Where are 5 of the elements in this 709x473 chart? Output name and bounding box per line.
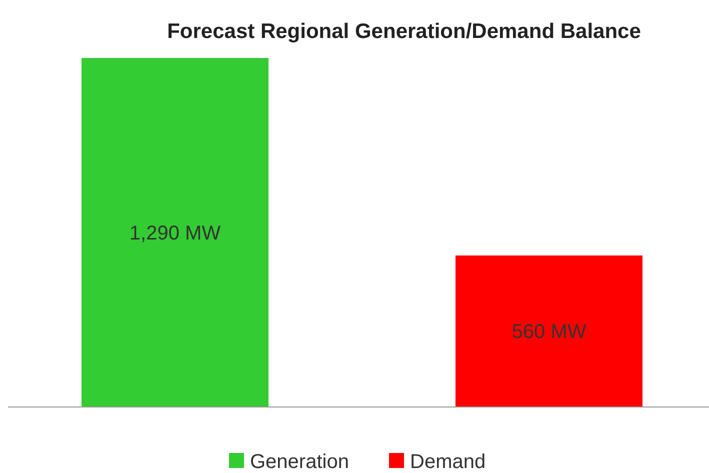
legend-label: Generation <box>250 451 349 473</box>
data-label: 1,290 MW <box>129 222 221 244</box>
chart-title: Forecast Regional Generation/Demand Balance <box>167 20 641 43</box>
legend-label: Demand <box>410 451 486 473</box>
data-label: 560 MW <box>512 321 586 344</box>
